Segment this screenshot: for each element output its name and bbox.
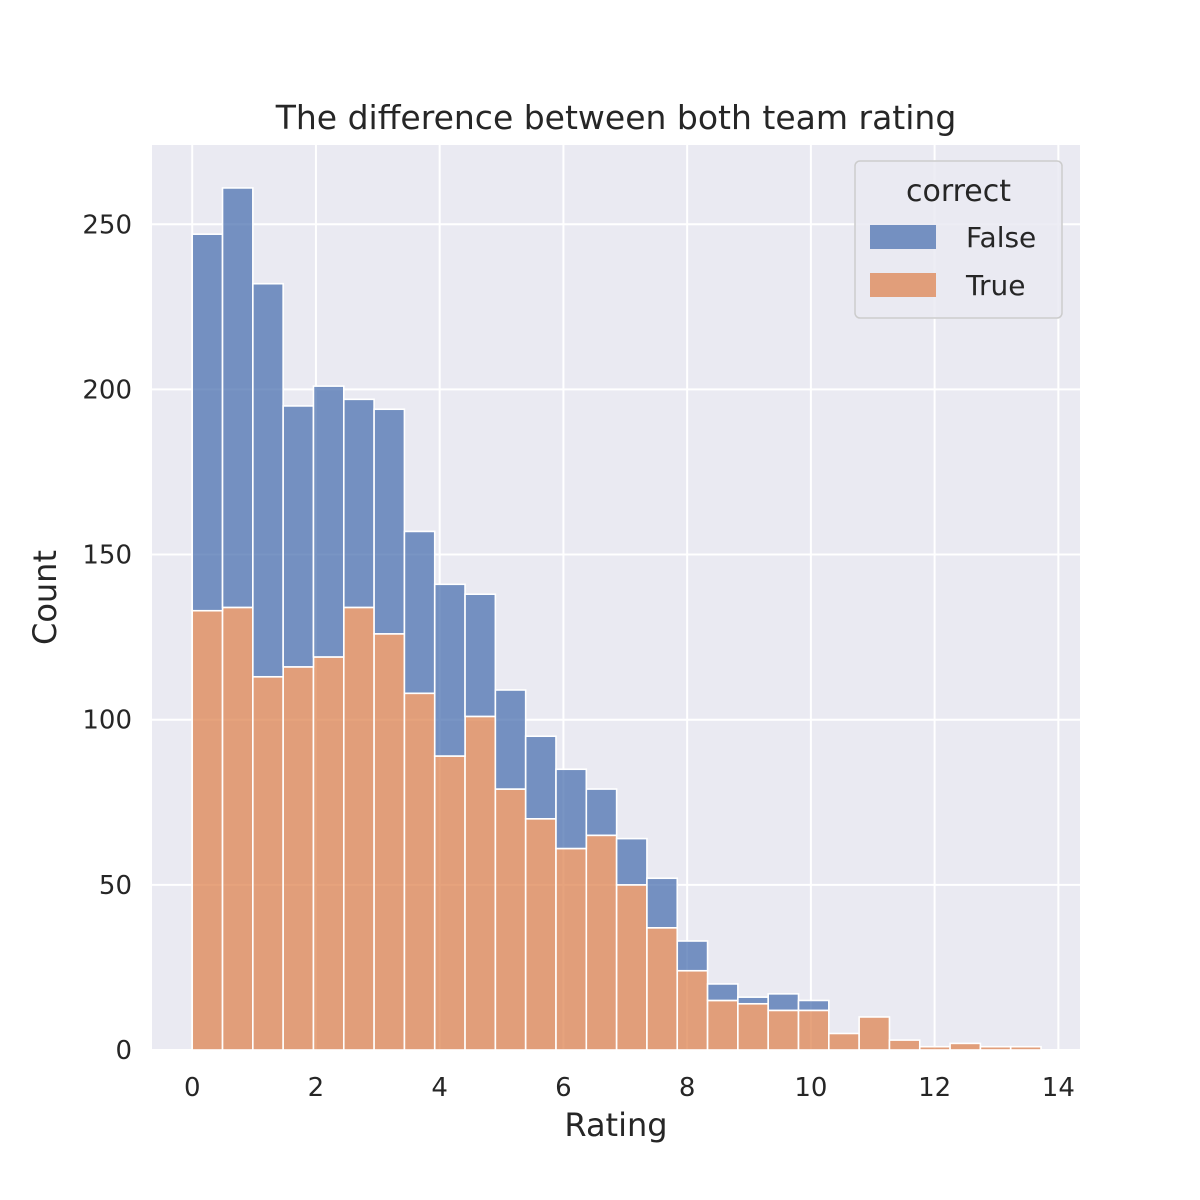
bars [191, 187, 1042, 1051]
legend-title: correct [906, 174, 1011, 209]
bar-false [555, 768, 588, 850]
bar-false [221, 187, 254, 609]
bar-true [403, 692, 436, 1051]
bar-true [979, 1045, 1012, 1051]
bar-false [737, 996, 769, 1005]
bar-true [555, 847, 588, 1051]
bar-true [342, 606, 375, 1051]
bar-true [767, 1009, 800, 1051]
x-axis-title: Rating [564, 1106, 667, 1144]
y-axis-title: Count [26, 550, 64, 645]
bar-true [615, 884, 648, 1051]
bar-false [252, 282, 284, 678]
bar-false [464, 593, 497, 718]
bar-true [797, 1009, 830, 1051]
bar-false [433, 583, 466, 757]
bar-false [615, 837, 648, 886]
bar-false [494, 689, 527, 790]
bar-true [888, 1039, 921, 1051]
x-tick-label: 0 [184, 1073, 201, 1103]
y-tick-label: 250 [82, 210, 132, 240]
y-tick-label: 0 [115, 1036, 132, 1066]
bar-false [767, 993, 800, 1012]
bar-true [494, 788, 527, 1051]
bar-true [464, 715, 497, 1051]
x-tick-label: 2 [308, 1073, 325, 1103]
legend-swatch-true [870, 273, 936, 297]
bar-true [949, 1042, 982, 1051]
x-tick-label: 4 [431, 1073, 448, 1103]
bar-true [858, 1016, 891, 1051]
x-tick-label: 6 [555, 1073, 572, 1103]
bar-true [221, 606, 254, 1051]
y-axis-ticks: 0 50 100 150 200 250 [82, 210, 132, 1066]
bar-false [706, 983, 739, 1002]
x-tick-label: 8 [679, 1073, 696, 1103]
bar-true [706, 999, 739, 1051]
bar-true [312, 656, 345, 1051]
bar-false [312, 385, 345, 658]
bar-true [676, 969, 709, 1051]
bar-false [524, 735, 557, 820]
legend-swatch-false [870, 225, 936, 249]
bar-false [585, 788, 618, 837]
bar-false [282, 405, 315, 668]
y-tick-label: 200 [82, 375, 132, 405]
bar-true [524, 817, 557, 1051]
bar-true [1009, 1045, 1042, 1051]
bar-false [342, 398, 375, 609]
bar-false [646, 877, 679, 929]
y-tick-label: 100 [82, 706, 132, 736]
y-tick-label: 150 [82, 541, 132, 571]
x-axis-ticks: 0 2 4 6 8 10 12 14 [184, 1073, 1075, 1103]
bar-true [828, 1032, 860, 1051]
x-tick-label: 10 [794, 1073, 827, 1103]
legend: correct False True [854, 160, 1063, 319]
bar-true [282, 666, 315, 1051]
bar-false [676, 940, 709, 972]
bar-true [252, 675, 284, 1051]
legend-label-true: True [965, 269, 1025, 302]
bar-false [403, 530, 436, 695]
legend-label-false: False [966, 221, 1036, 254]
x-tick-label: 14 [1042, 1073, 1075, 1103]
chart-title: The difference between both team rating [275, 98, 957, 137]
bar-true [918, 1045, 951, 1051]
bar-true [646, 926, 679, 1051]
bar-true [191, 609, 224, 1051]
y-tick-label: 50 [99, 871, 132, 901]
bar-false [797, 999, 830, 1012]
bar-true [585, 834, 618, 1051]
bar-true [433, 755, 466, 1051]
bar-true [373, 633, 406, 1051]
bar-true [737, 1002, 769, 1051]
bar-false [373, 408, 406, 635]
bar-false [191, 233, 224, 612]
x-tick-label: 12 [918, 1073, 951, 1103]
